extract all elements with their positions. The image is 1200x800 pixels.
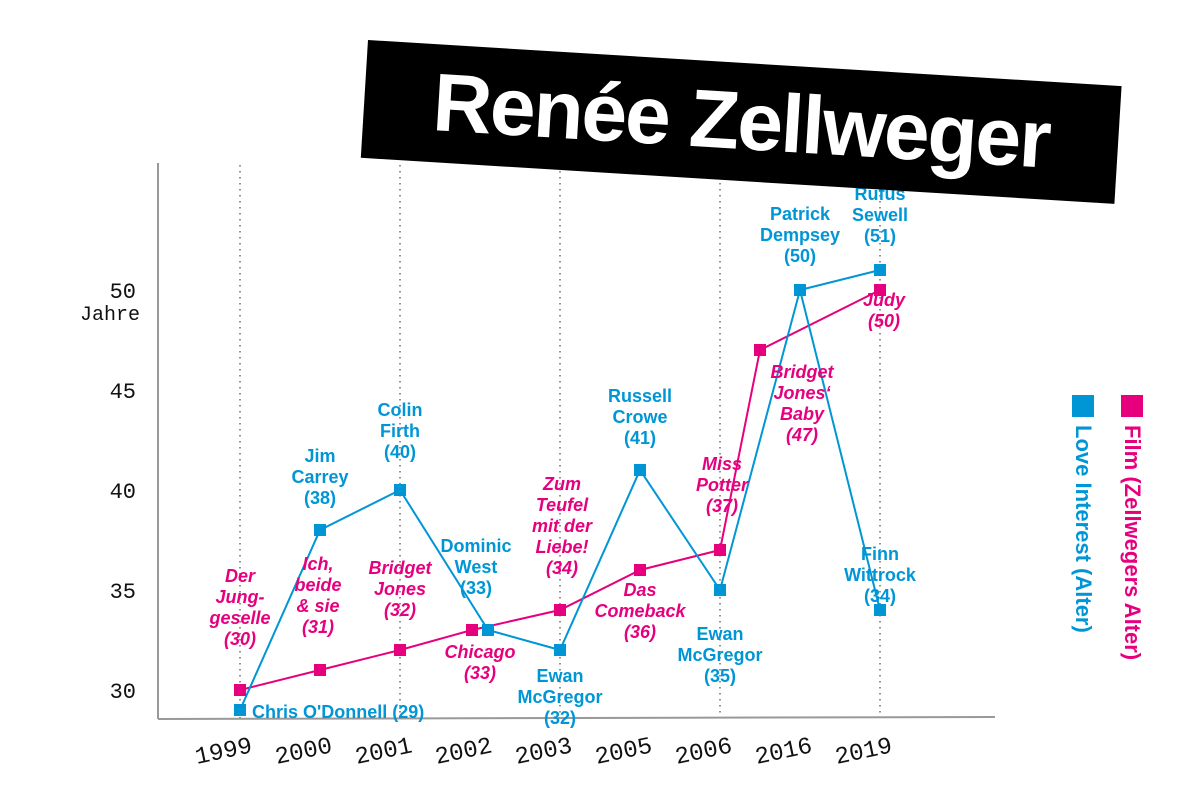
data-point [466, 624, 478, 636]
data-point [634, 464, 646, 476]
y-tick-label: 45 [110, 380, 136, 405]
x-tick-label: 2005 [593, 733, 655, 771]
data-point [874, 604, 886, 616]
data-label: Russell Crowe (41) [608, 386, 672, 448]
data-point [234, 704, 246, 716]
data-label: Colin Firth (40) [378, 400, 423, 462]
data-label: Dominic West (33) [440, 536, 511, 598]
y-tick-label: 50 [110, 280, 136, 305]
data-label: Patrick Dempsey (50) [760, 204, 840, 266]
data-label: Bridget Jones‘ Baby (47) [771, 362, 835, 445]
data-label: Ich, beide & sie (31) [294, 554, 341, 637]
y-tick-label: 30 [110, 680, 136, 705]
y-tick-label: 40 [110, 480, 136, 505]
y-axis-label: Jahre [80, 304, 140, 327]
data-point [714, 544, 726, 556]
series-line [799, 269, 881, 291]
x-tick-label: 2019 [833, 733, 895, 771]
legend-love-swatch [1072, 395, 1094, 417]
legend-film-swatch [1121, 395, 1143, 417]
data-point [714, 584, 726, 596]
y-tick-label: 35 [110, 580, 136, 605]
x-tick-label: 2000 [273, 733, 335, 771]
x-tick-label: 2016 [753, 733, 815, 771]
data-label: Judy (50) [863, 290, 906, 331]
x-axis-line [157, 716, 996, 720]
data-label: Das Comeback (36) [594, 580, 686, 642]
legend-film-label: Film (Zellwegers Alter) [1120, 425, 1145, 661]
data-point [234, 684, 246, 696]
data-point [634, 564, 646, 576]
x-tick-label: 2001 [353, 733, 415, 771]
data-point [394, 484, 406, 496]
data-label: Zum Teufel mit der Liebe! (34) [532, 474, 593, 578]
data-point [794, 284, 806, 296]
data-label: Ewan McGregor (32) [517, 666, 602, 728]
data-label: Chris O'Donnell (29) [252, 702, 424, 722]
data-point [874, 264, 886, 276]
x-tick-label: 2002 [433, 733, 495, 771]
data-label: Rufus Sewell (51) [852, 184, 908, 246]
data-label: Bridget Jones (32) [369, 558, 433, 620]
data-point [482, 624, 494, 636]
data-point [754, 344, 766, 356]
data-label: Ewan McGregor (35) [677, 624, 762, 686]
x-tick-label: 1999 [193, 733, 255, 771]
data-label: Miss Potter (37) [696, 454, 749, 516]
data-label: Finn Wittrock (34) [844, 544, 917, 606]
data-label: Der Jung-geselle (30) [208, 566, 270, 649]
data-point [554, 604, 566, 616]
data-point [874, 284, 886, 296]
data-point [314, 664, 326, 676]
data-point [394, 644, 406, 656]
x-tick-label: 2006 [673, 733, 735, 771]
legend-love-label: Love Interest (Alter) [1071, 425, 1096, 633]
x-tick-label: 2003 [513, 733, 575, 771]
data-point [554, 644, 566, 656]
data-point [314, 524, 326, 536]
data-label: Jim Carrey (38) [291, 446, 348, 508]
data-label: Chicago (33) [444, 642, 515, 683]
